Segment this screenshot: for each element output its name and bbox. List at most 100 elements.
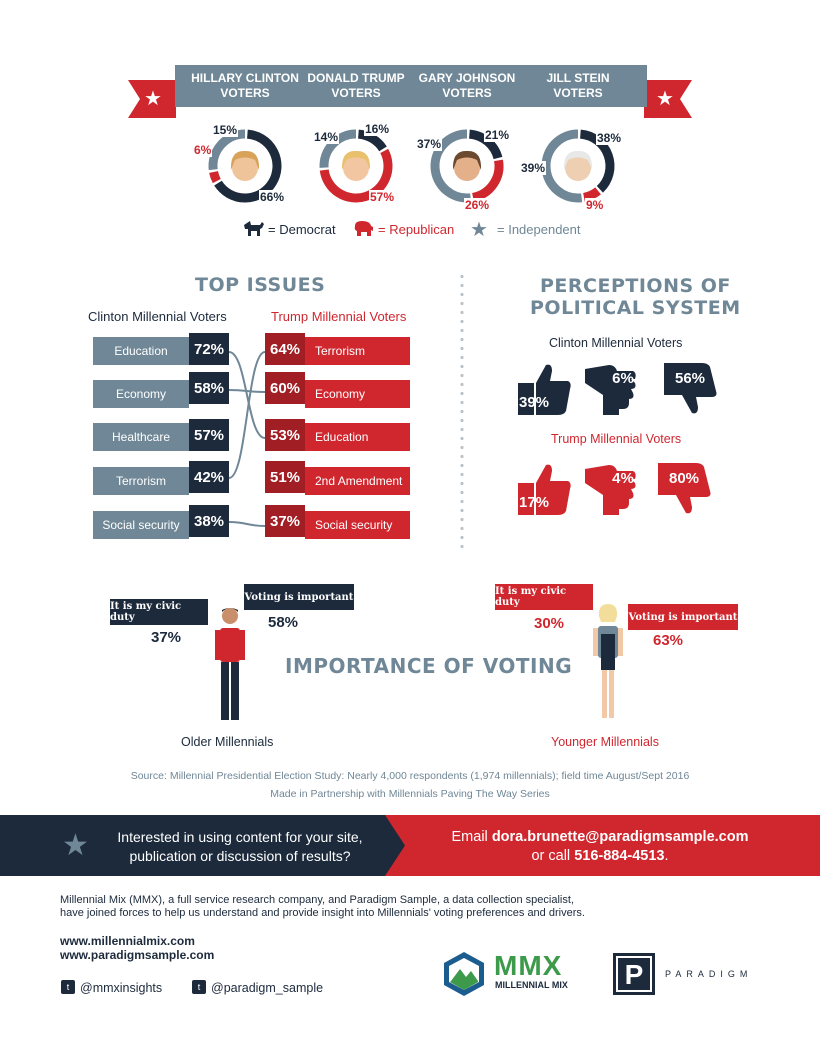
- candidate-face-icon: [454, 155, 480, 181]
- candidate-sub: VOTERS: [553, 86, 603, 100]
- mmx-website-link[interactable]: www.millennialmix.com: [60, 934, 195, 948]
- candidate-heading: GARY JOHNSON VOTERS: [412, 71, 522, 101]
- trump-issue-label: Economy: [305, 380, 410, 408]
- section-divider: [460, 272, 464, 552]
- star-icon: ★: [144, 88, 162, 110]
- donut-label: 66%: [259, 190, 286, 204]
- independent-arc: [541, 129, 583, 203]
- candidate-name: GARY JOHNSON: [418, 71, 516, 85]
- republican-arc: [319, 148, 393, 203]
- candidate-hair-icon: [230, 150, 260, 170]
- trump-issue-label: Education: [305, 423, 410, 451]
- younger-voting-important-bubble: Voting is important: [628, 604, 738, 630]
- email-link[interactable]: dora.brunette@paradigmsample.com: [491, 829, 749, 845]
- thumbs-up-icon: [516, 461, 572, 517]
- independent-arc: [208, 129, 246, 171]
- issue-connector-lines: [229, 351, 265, 527]
- younger-civic-duty-bubble: It is my civic duty: [495, 584, 593, 610]
- trump-thumbs-side-pct: 4%: [612, 469, 634, 487]
- call-suffix: .: [664, 848, 669, 864]
- younger-millennial-figure: [590, 604, 626, 727]
- younger-voting-important-pct: 63%: [653, 632, 684, 649]
- donut-label: 39%: [520, 161, 547, 175]
- perceptions-title-line2: POLITICAL SYSTEM: [530, 297, 741, 319]
- older-millennial-figure: [212, 606, 248, 729]
- legend-independent: = Independent: [497, 222, 581, 237]
- donut-label: 38%: [596, 131, 623, 145]
- star-icon: ★: [62, 829, 89, 862]
- clinton-issue-label: Education: [93, 337, 189, 365]
- democrat-arc: [214, 129, 282, 203]
- about-text-line1: Millennial Mix (MMX), a full service res…: [60, 894, 574, 906]
- thumbs-sideways-icon: [583, 361, 639, 417]
- clinton-issues-heading: Clinton Millennial Voters: [88, 309, 227, 324]
- candidate-sub: VOTERS: [331, 86, 381, 100]
- clinton-issue-pct: 42%: [189, 461, 229, 493]
- older-civic-duty-pct: 37%: [151, 629, 182, 646]
- paradigm-twitter-handle[interactable]: @paradigm_sample: [211, 981, 324, 995]
- older-millennials-label: Older Millennials: [181, 735, 274, 749]
- candidate-hair-icon: [563, 150, 593, 170]
- candidate-sub: VOTERS: [442, 86, 492, 100]
- mmx-logo-text: MMX: [494, 950, 563, 981]
- trump-issue-label: 2nd Amendment: [305, 467, 410, 495]
- trump-issue-label: Terrorism: [305, 337, 410, 365]
- democrat-arc: [357, 129, 387, 152]
- donut-label: 9%: [585, 198, 605, 212]
- candidate-banner: [175, 65, 647, 107]
- older-voting-important-bubble: Voting is important: [244, 584, 354, 610]
- donut-label: 6%: [193, 143, 213, 157]
- clinton-issue-label: Social security: [93, 511, 189, 539]
- candidate-name: JILL STEIN: [546, 71, 610, 85]
- democrat-arc: [579, 129, 615, 193]
- trump-issue-pct: 37%: [265, 505, 305, 537]
- paradigm-website-link[interactable]: www.paradigmsample.com: [60, 948, 215, 962]
- cta-question: Interested in using content for your sit…: [100, 828, 380, 866]
- mmx-logo-subtitle: MILLENNIAL MIX: [495, 980, 568, 990]
- clinton-thumbs-side-pct: 6%: [612, 369, 634, 387]
- voting-title: IMPORTANCE OF VOTING: [285, 654, 573, 678]
- candidate-face-icon: [343, 155, 369, 181]
- clinton-issue-label: Terrorism: [93, 467, 189, 495]
- phone-number[interactable]: 516-884-4513: [574, 848, 665, 864]
- trump-issue-label: Social security: [305, 511, 410, 539]
- donut-label: 15%: [212, 123, 239, 137]
- clinton-issue-pct: 72%: [189, 333, 229, 365]
- mmx-twitter-handle[interactable]: @mmxinsights: [80, 981, 163, 995]
- source-note: Source: Millennial Presidential Election…: [130, 770, 690, 782]
- clinton-perception-heading: Clinton Millennial Voters: [549, 336, 683, 350]
- candidate-face-icon: [565, 155, 591, 181]
- call-prefix: or call: [531, 848, 575, 864]
- star-icon: ★: [470, 219, 488, 241]
- trump-perception-heading: Trump Millennial Voters: [551, 432, 682, 446]
- thumbs-down-icon: [662, 361, 718, 417]
- partnership-note: Made in Partnership with Millennials Pav…: [270, 788, 550, 800]
- legend-republican: = Republican: [378, 222, 455, 237]
- donut-label: 26%: [464, 198, 491, 212]
- party-donut-charts: [208, 129, 615, 203]
- mmx-hexagon-logo-icon: [442, 951, 486, 1002]
- candidate-heading: HILLARY CLINTON VOTERS: [190, 71, 300, 101]
- older-voting-important-pct: 58%: [268, 614, 299, 631]
- donut-label: 14%: [313, 130, 340, 144]
- donut-label: 57%: [369, 190, 396, 204]
- paradigm-logo-box: P: [613, 953, 655, 995]
- republican-arc: [582, 187, 601, 202]
- candidate-heading: DONALD TRUMP VOTERS: [301, 71, 411, 101]
- paradigm-logo-letter: P: [616, 956, 652, 992]
- trump-issue-pct: 51%: [265, 461, 305, 493]
- younger-civic-duty-pct: 30%: [534, 615, 565, 632]
- trump-issue-pct: 60%: [265, 372, 305, 404]
- clinton-issue-label: Economy: [93, 380, 189, 408]
- thumbs-sideways-icon: [583, 461, 639, 517]
- independent-arc: [430, 129, 472, 203]
- candidate-face-icon: [232, 155, 258, 181]
- candidate-heading: JILL STEIN VOTERS: [523, 71, 633, 101]
- trump-issue-pct: 64%: [265, 333, 305, 365]
- republican-arc: [209, 170, 221, 184]
- clinton-issue-pct: 58%: [189, 372, 229, 404]
- trump-thumbs-up-pct: 17%: [518, 493, 550, 511]
- email-prefix: Email: [451, 829, 492, 845]
- thumbs-up-icon: [516, 361, 572, 417]
- trump-issues-heading: Trump Millennial Voters: [271, 309, 407, 324]
